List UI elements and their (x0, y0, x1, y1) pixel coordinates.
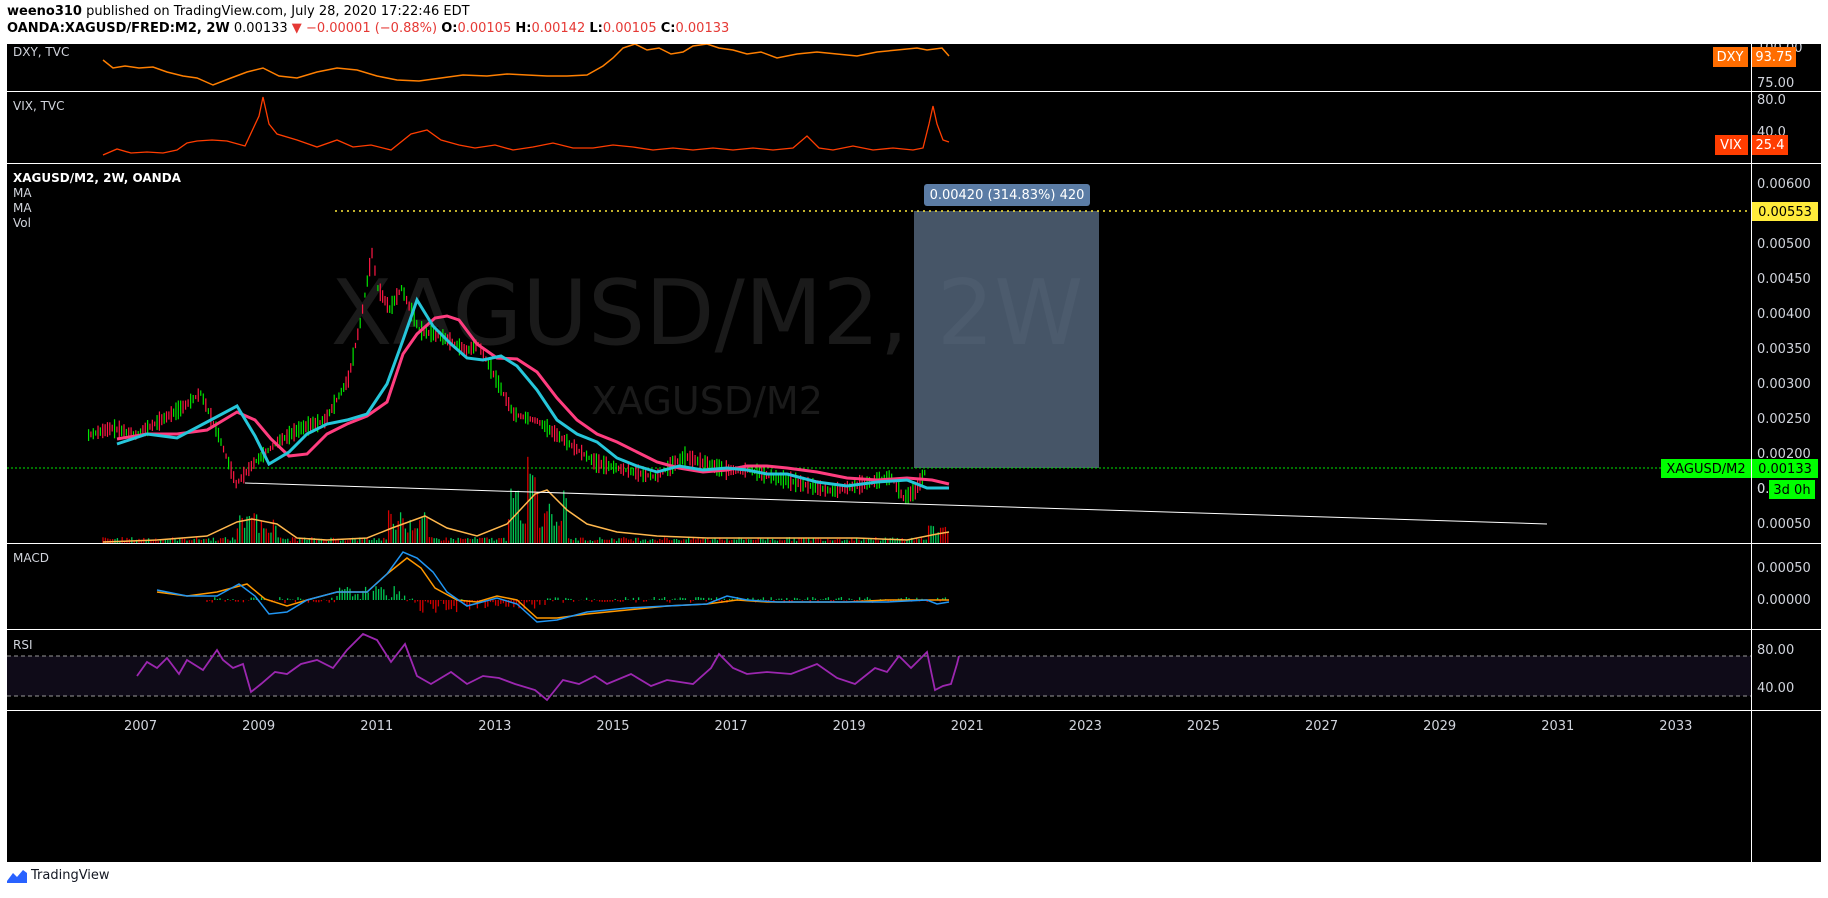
dxy-badge-label (1713, 47, 1748, 67)
volume-ma-line (102, 489, 950, 543)
close-label: C: (660, 21, 676, 36)
time-tick-2015: 2015 (596, 719, 629, 734)
macd-tick-0: 0.00050 (1757, 561, 1811, 576)
price-badge-name: XAGUSD/M2 (1666, 462, 1745, 477)
rsi-line (136, 632, 960, 702)
countdown-value: 3d 0h (1773, 483, 1810, 498)
high-label: H: (515, 21, 532, 36)
last-price: 0.00133 (233, 21, 288, 36)
macd-tick-1: 0.00000 (1757, 593, 1811, 608)
time-tick-2011: 2011 (360, 719, 393, 734)
down-arrow-icon: ▼ (291, 21, 302, 36)
indicator-ma-1[interactable]: MA (13, 186, 32, 200)
main-tick-3: 0.00450 (1757, 272, 1811, 287)
dxy-line (102, 43, 950, 86)
countdown-badge (1769, 480, 1815, 499)
publish-text: published on TradingView.com, July 28, 2… (86, 4, 470, 19)
macd-line (156, 551, 950, 623)
symbol-name: OANDA:XAGUSD/FRED:M2, 2W (7, 21, 230, 36)
pane-separators (7, 44, 1821, 862)
symbol-line: OANDA:XAGUSD/FRED:M2, 2W 0.00133 ▼ −0.00… (7, 21, 729, 36)
price-badge-label (1661, 459, 1751, 478)
publish-info: weeno310 published on TradingView.com, J… (7, 4, 470, 19)
level-badge-value: 0.00553 (1758, 205, 1812, 220)
indicator-ma-2[interactable]: MA (13, 201, 32, 215)
time-tick-2009: 2009 (242, 719, 275, 734)
main-tick-4: 0.00400 (1757, 307, 1811, 322)
price-scale[interactable]: 100.00 75.00 80.0 40.0 0.00600 0.00500 0… (1757, 41, 1811, 696)
time-tick-2029: 2029 (1423, 719, 1456, 734)
indicator-vol[interactable]: Vol (13, 216, 31, 230)
time-tick-2033: 2033 (1659, 719, 1692, 734)
price-badge-value: 0.00133 (1758, 462, 1812, 477)
main-tick-2: 0.00500 (1757, 237, 1811, 252)
main-title: XAGUSD/M2, 2W, OANDA (13, 171, 182, 185)
main-tick-0: 0.00600 (1757, 177, 1811, 192)
watermark-small: XAGUSD/M2 (591, 379, 823, 423)
chart-svg[interactable]: XAGUSD/M2, 2W XAGUSD/M2 DXY, TVC VIX, TV… (7, 41, 1821, 862)
vix-badge-label (1715, 135, 1748, 155)
macd-signal-line (156, 557, 949, 619)
main-tick-6: 0.00300 (1757, 377, 1811, 392)
main-tick-8: 0.00200 (1757, 447, 1811, 462)
change-value: −0.00001 (−0.88%) (305, 21, 438, 36)
macd-title: MACD (13, 551, 49, 565)
countdown-prefix: 0. (1757, 482, 1769, 497)
time-tick-2023: 2023 (1069, 719, 1102, 734)
vix-badge (1752, 135, 1788, 155)
dxy-tick-75: 75.00 (1757, 76, 1794, 91)
time-tick-2031: 2031 (1541, 719, 1574, 734)
high-value: 0.00142 (531, 21, 586, 36)
time-tick-2025: 2025 (1187, 719, 1220, 734)
time-axis[interactable]: 2007 2009 2011 2013 2015 2017 2019 2021 2023 2025… (124, 719, 1692, 734)
volume-bars (102, 456, 949, 543)
macd-histogram (206, 586, 949, 613)
chart-area[interactable]: XAGUSD/M2, 2W XAGUSD/M2 DXY, TVC VIX, TV… (7, 41, 1821, 862)
measure-label: 0.00420 (314.83%) 420 (930, 188, 1085, 203)
trendline[interactable] (244, 482, 1548, 525)
open-label: O: (441, 21, 458, 36)
main-tick-5: 0.00350 (1757, 342, 1811, 357)
dxy-badge (1752, 47, 1796, 67)
price-candles (87, 247, 926, 504)
time-tick-2017: 2017 (715, 719, 748, 734)
time-tick-2013: 2013 (478, 719, 511, 734)
vix-title: VIX, TVC (13, 99, 65, 113)
open-value: 0.00105 (457, 21, 512, 36)
vix-line (102, 96, 950, 156)
tradingview-logo[interactable]: TradingView (7, 868, 110, 883)
tradingview-wordmark: TradingView (31, 868, 110, 883)
vix-badge-name: VIX (1720, 138, 1742, 153)
vix-badge-value: 25.4 (1756, 138, 1785, 153)
low-label: L: (589, 21, 603, 36)
rsi-tick-80: 80.00 (1757, 643, 1794, 658)
author-name[interactable]: weeno310 (7, 4, 82, 19)
measure-rect[interactable] (914, 211, 1099, 468)
main-tick-7: 0.00250 (1757, 412, 1811, 427)
level-badge (1752, 202, 1818, 221)
dxy-badge-name: DXY (1717, 50, 1744, 65)
rsi-band (7, 656, 1751, 696)
tradingview-logo-icon (7, 869, 27, 883)
low-value: 0.00105 (602, 21, 657, 36)
ma-fast-line (116, 296, 949, 490)
time-tick-2021: 2021 (951, 719, 984, 734)
rsi-tick-40: 40.00 (1757, 681, 1794, 696)
vix-tick-80: 80.0 (1757, 93, 1786, 108)
time-tick-2007: 2007 (124, 719, 157, 734)
dxy-badge-value: 93.75 (1755, 50, 1792, 65)
measure-label-box (924, 184, 1090, 206)
main-tick-11: 0.00050 (1757, 517, 1811, 532)
time-tick-2027: 2027 (1305, 719, 1338, 734)
price-badge (1752, 459, 1818, 478)
rsi-title: RSI (13, 638, 33, 652)
close-value: 0.00133 (675, 21, 730, 36)
time-tick-2019: 2019 (833, 719, 866, 734)
dxy-title: DXY, TVC (13, 45, 69, 59)
